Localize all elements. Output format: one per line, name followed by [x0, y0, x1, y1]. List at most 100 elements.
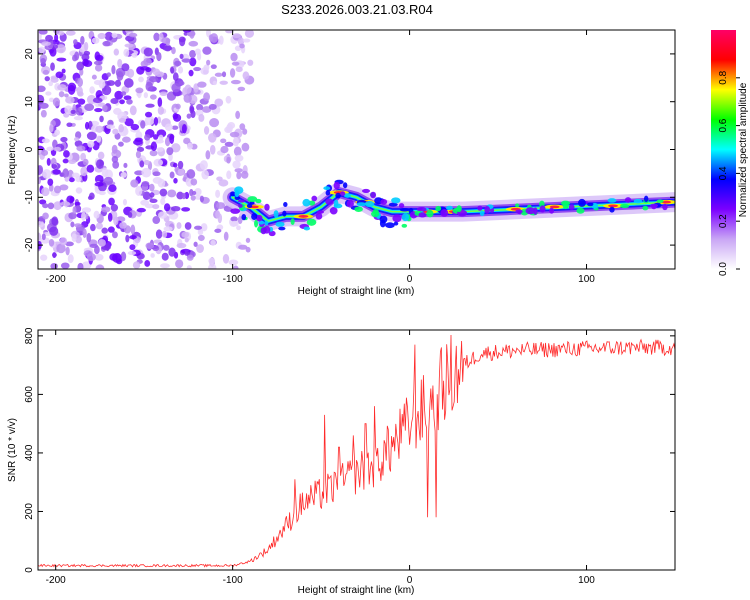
heatmap-blob [155, 229, 163, 239]
heatmap-blob [103, 176, 114, 185]
heatmap-blob [149, 198, 158, 204]
ridge-blob [642, 205, 649, 211]
heatmap-blob [178, 81, 185, 86]
ridge-blob [539, 205, 546, 213]
heatmap-blobs [38, 30, 675, 269]
heatmap-blob [139, 160, 145, 168]
heatmap-blob [238, 244, 248, 250]
heatmap-blob [161, 37, 171, 44]
heatmap-blob [226, 156, 231, 164]
ridge-blob [609, 206, 615, 213]
heatmap-blob [119, 222, 127, 229]
colorbar-label: Normalized spectral amplitude [738, 82, 749, 217]
heatmap-blob [156, 51, 162, 62]
heatmap-blob [223, 231, 229, 241]
heatmap-blob [111, 144, 118, 154]
heatmap-blob [164, 137, 171, 147]
heatmap-blob [189, 57, 197, 67]
ridge-blob [282, 210, 287, 217]
heatmap-blob [60, 262, 70, 269]
heatmap-blob [64, 93, 69, 98]
ridge-blob [620, 203, 630, 209]
heatmap-blob [226, 123, 233, 133]
heatmap-blob [87, 140, 95, 148]
heatmap-blob [38, 177, 41, 185]
heatmap-blob [48, 97, 55, 103]
heatmap-blob [220, 138, 227, 144]
heatmap-blob [218, 179, 229, 187]
ridge-blob [456, 205, 462, 213]
heatmap-blob [161, 230, 168, 238]
heatmap-blob [176, 222, 182, 229]
heatmap-blob [92, 97, 103, 104]
heatmap-blob [68, 159, 77, 165]
heatmap-blob [193, 241, 198, 247]
heatmap-blob [51, 164, 58, 169]
heatmap-blob [41, 149, 49, 156]
ridge-peak-core [298, 215, 309, 218]
ridge-blob [662, 203, 668, 211]
heatmap-blob [175, 103, 181, 110]
heatmap-blob [56, 243, 66, 254]
heatmap-blob [208, 263, 217, 269]
heatmap-blob [242, 128, 248, 135]
heatmap-blob [90, 223, 96, 232]
heatmap-blob [154, 71, 165, 77]
heatmap-blob [124, 118, 134, 127]
heatmap-blob [162, 45, 173, 51]
heatmap-blob [160, 263, 170, 269]
heatmap-blob [160, 197, 166, 205]
heatmap-blob [171, 83, 181, 93]
heatmap-blob [58, 91, 65, 98]
heatmap-blob [150, 141, 158, 152]
heatmap-blob [129, 235, 137, 240]
ridge-blob [230, 191, 236, 197]
heatmap-blob [157, 116, 162, 124]
heatmap-blob [38, 85, 46, 93]
heatmap-blob [220, 145, 229, 154]
heatmap-blob [70, 109, 76, 115]
heatmap-blob [170, 66, 175, 74]
heatmap-blob [135, 131, 143, 140]
heatmap-blob [89, 243, 99, 248]
heatmap-blob [42, 69, 50, 75]
ridge-blob [234, 195, 241, 201]
heatmap-blob [42, 212, 49, 220]
heatmap-blob [97, 32, 106, 40]
heatmap-blob [141, 180, 150, 187]
heatmap-blob [84, 41, 89, 51]
ridge-blob [515, 209, 523, 214]
heatmap-blob [131, 52, 138, 58]
heatmap-blob [59, 184, 69, 191]
heatmap-blob [112, 128, 119, 135]
heatmap-blob [210, 239, 216, 246]
ridge-blob [576, 207, 585, 214]
ridge-blob [418, 212, 427, 218]
heatmap-blob [67, 254, 74, 264]
heatmap-blob [64, 176, 70, 182]
heatmap-blob [50, 262, 58, 269]
heatmap-blob [96, 159, 104, 169]
ridge-blob [607, 198, 617, 203]
heatmap-blob [102, 40, 111, 47]
ridge-blob [343, 193, 351, 198]
heatmap-blob [149, 94, 157, 100]
ridge-peak-core [608, 204, 619, 208]
heatmap-blob [187, 142, 193, 150]
ridge-blob [302, 198, 311, 207]
heatmap-blob [94, 64, 103, 72]
heatmap-blob [63, 150, 70, 158]
heatmap-blob [54, 129, 60, 136]
heatmap-blob [189, 104, 194, 114]
heatmap-blob [120, 251, 127, 262]
heatmap-blob [82, 228, 87, 239]
heatmap-blob [40, 254, 48, 261]
ridge-blob [238, 203, 243, 208]
heatmap-blob [74, 201, 81, 206]
heatmap-blob [125, 234, 130, 243]
heatmap-blob [45, 91, 52, 96]
heatmap-blob [75, 107, 83, 116]
heatmap-blob [239, 123, 246, 131]
heatmap-blob [230, 220, 239, 227]
heatmap-blob [173, 177, 178, 184]
